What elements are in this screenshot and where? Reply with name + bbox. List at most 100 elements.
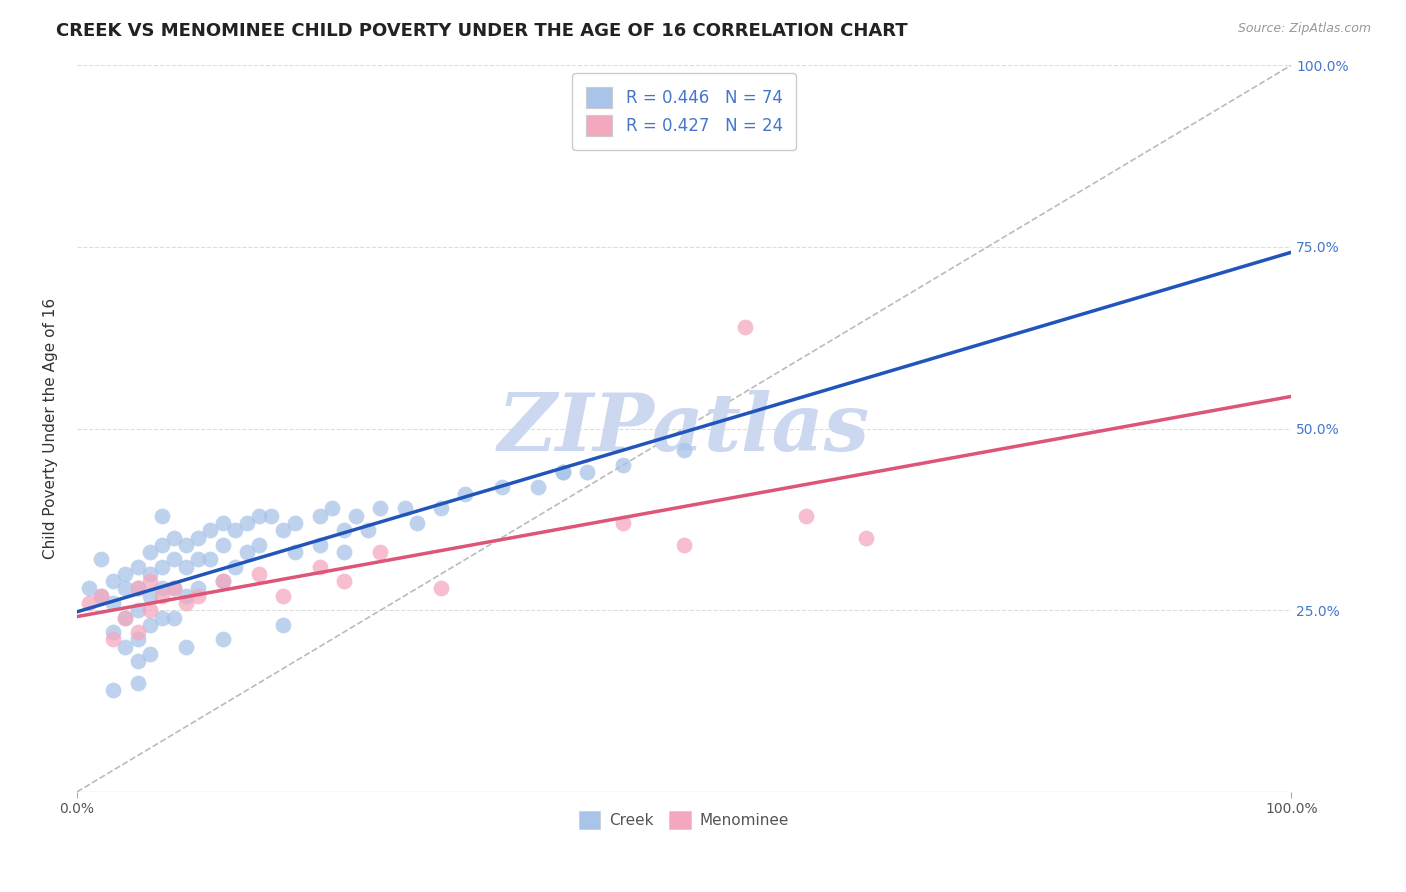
Point <box>612 516 634 530</box>
Point <box>187 552 209 566</box>
Point <box>150 508 173 523</box>
Point <box>90 552 112 566</box>
Point <box>211 516 233 530</box>
Point <box>673 538 696 552</box>
Point <box>247 508 270 523</box>
Point <box>224 523 246 537</box>
Point <box>855 531 877 545</box>
Point <box>114 610 136 624</box>
Point <box>163 531 186 545</box>
Text: CREEK VS MENOMINEE CHILD POVERTY UNDER THE AGE OF 16 CORRELATION CHART: CREEK VS MENOMINEE CHILD POVERTY UNDER T… <box>56 22 908 40</box>
Point <box>551 465 574 479</box>
Legend: Creek, Menominee: Creek, Menominee <box>572 805 796 835</box>
Point <box>150 582 173 596</box>
Point <box>236 545 259 559</box>
Point <box>394 501 416 516</box>
Point <box>127 632 149 647</box>
Point <box>551 465 574 479</box>
Point <box>127 559 149 574</box>
Point <box>114 610 136 624</box>
Point <box>163 582 186 596</box>
Point <box>211 574 233 589</box>
Point <box>273 617 295 632</box>
Point <box>491 480 513 494</box>
Point <box>187 531 209 545</box>
Point <box>174 538 197 552</box>
Point <box>211 574 233 589</box>
Point <box>308 508 330 523</box>
Point <box>127 676 149 690</box>
Point <box>211 632 233 647</box>
Point <box>103 596 125 610</box>
Point <box>114 640 136 654</box>
Point <box>430 501 453 516</box>
Point <box>114 566 136 581</box>
Point <box>90 589 112 603</box>
Point <box>174 640 197 654</box>
Point <box>138 545 160 559</box>
Point <box>333 523 356 537</box>
Point <box>163 610 186 624</box>
Point <box>308 559 330 574</box>
Point <box>127 654 149 668</box>
Point <box>187 589 209 603</box>
Point <box>77 582 100 596</box>
Point <box>200 552 222 566</box>
Point <box>127 582 149 596</box>
Point <box>150 538 173 552</box>
Y-axis label: Child Poverty Under the Age of 16: Child Poverty Under the Age of 16 <box>44 298 58 559</box>
Point <box>370 501 392 516</box>
Point <box>273 589 295 603</box>
Point <box>247 566 270 581</box>
Point <box>103 625 125 640</box>
Point <box>127 625 149 640</box>
Text: ZIPatlas: ZIPatlas <box>498 390 870 467</box>
Point <box>138 647 160 661</box>
Point <box>174 559 197 574</box>
Point <box>224 559 246 574</box>
Point <box>406 516 429 530</box>
Point <box>150 610 173 624</box>
Point <box>321 501 343 516</box>
Point <box>138 566 160 581</box>
Point <box>794 508 817 523</box>
Text: Source: ZipAtlas.com: Source: ZipAtlas.com <box>1237 22 1371 36</box>
Point <box>138 574 160 589</box>
Point <box>187 582 209 596</box>
Point <box>200 523 222 537</box>
Point <box>103 574 125 589</box>
Point <box>103 683 125 698</box>
Point <box>211 538 233 552</box>
Point <box>273 523 295 537</box>
Point <box>344 508 367 523</box>
Point <box>260 508 283 523</box>
Point <box>527 480 550 494</box>
Point <box>138 603 160 617</box>
Point <box>114 582 136 596</box>
Point <box>454 487 477 501</box>
Point <box>174 589 197 603</box>
Point <box>127 582 149 596</box>
Point <box>90 589 112 603</box>
Point <box>370 545 392 559</box>
Point <box>308 538 330 552</box>
Point <box>284 545 307 559</box>
Point <box>77 596 100 610</box>
Point <box>357 523 380 537</box>
Point <box>333 545 356 559</box>
Point <box>127 603 149 617</box>
Point <box>174 596 197 610</box>
Point <box>333 574 356 589</box>
Point <box>673 443 696 458</box>
Point <box>163 552 186 566</box>
Point <box>247 538 270 552</box>
Point <box>612 458 634 472</box>
Point <box>236 516 259 530</box>
Point <box>150 589 173 603</box>
Point <box>103 632 125 647</box>
Point <box>150 559 173 574</box>
Point <box>163 582 186 596</box>
Point <box>734 319 756 334</box>
Point <box>430 582 453 596</box>
Point <box>575 465 598 479</box>
